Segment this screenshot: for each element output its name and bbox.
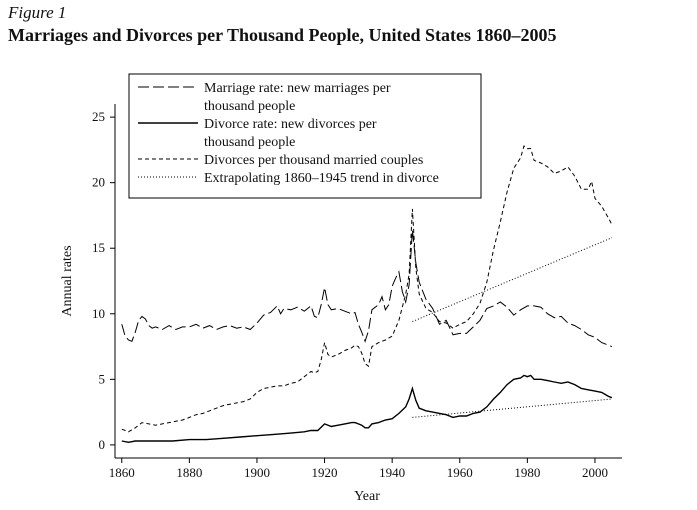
y-tick-label: 15 [92,240,105,255]
legend-label: Extrapolating 1860–1945 trend in divorce [204,171,439,186]
x-tick-label: 1940 [379,465,405,480]
x-tick-label: 1880 [176,465,202,480]
y-tick-label: 20 [92,175,105,190]
y-axis-label: Annual rates [60,245,75,316]
legend-box [128,73,482,199]
y-tick-label: 25 [92,109,105,124]
series-line-3 [121,145,613,433]
legend-label: Marriage rate: new marriages per thousand… [204,81,391,114]
y-tick-label: 0 [99,437,106,452]
chart-axes: 0 5 10 15 20 25 1860 1880 1900 1920 1940 1960 1980 20… [92,104,622,480]
x-tick-label: 1900 [244,465,270,480]
legend: Marriage rate: new marriages per thousand… [138,81,439,186]
y-tick-label: 5 [99,371,106,386]
legend-label: Divorce rate: new divorces per thousand p… [204,117,377,150]
series-line-5 [412,398,612,418]
x-tick-label: 1860 [109,465,135,480]
series-line-1 [121,229,613,348]
x-tick-label: 1960 [447,465,473,480]
x-tick-label: 1980 [514,465,540,480]
series-layer [121,145,613,444]
x-tick-label: 1920 [312,465,338,480]
series-line-4 [412,237,613,323]
x-axis-label: Year [354,489,380,504]
series-line-2 [121,374,613,444]
legend-label: Divorces per thousand married couples [204,153,423,168]
y-tick-label: 10 [92,306,105,321]
chart-title: Marriages and Divorces per Thousand Peop… [8,25,557,45]
figure-label: Figure 1 [8,3,67,22]
x-tick-label: 2000 [582,465,608,480]
